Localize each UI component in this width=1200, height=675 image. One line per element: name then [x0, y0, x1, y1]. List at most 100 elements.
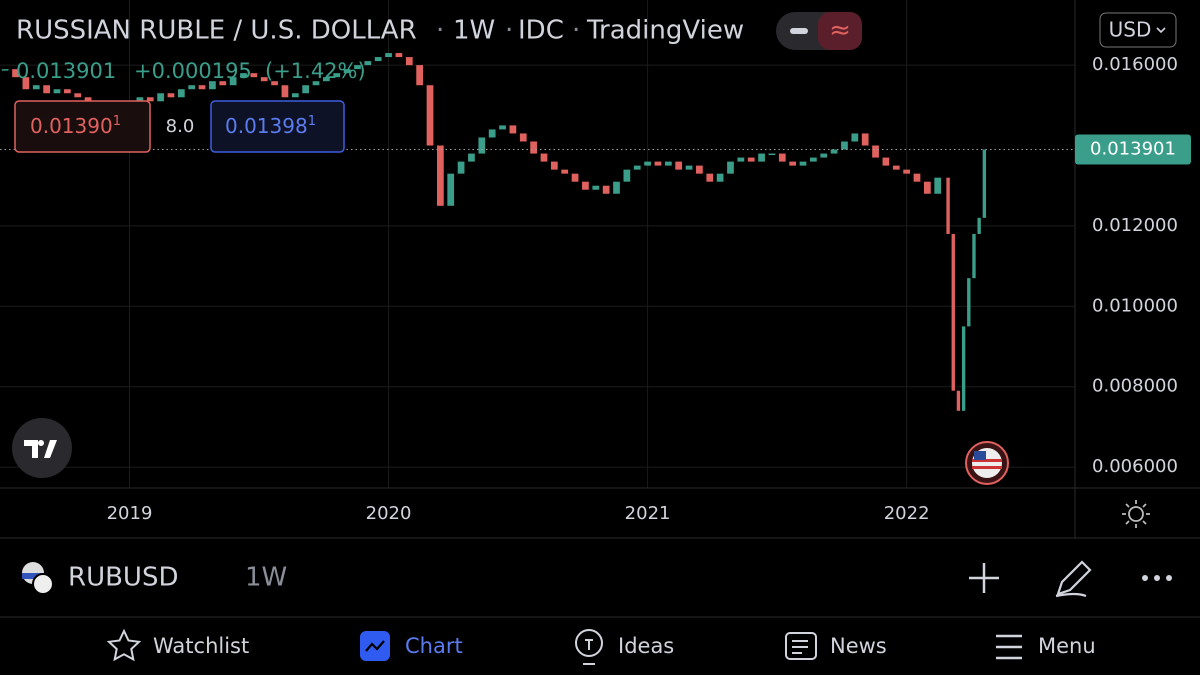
flag-stripe — [972, 466, 1002, 469]
close-value: 0.013901 — [16, 59, 116, 83]
flag-canton — [974, 451, 986, 460]
candle — [188, 85, 196, 90]
nav-item[interactable]: News — [830, 634, 887, 658]
candle — [977, 217, 981, 234]
candle — [343, 69, 351, 74]
toggle-active — [818, 12, 862, 50]
watchlist-icon — [106, 628, 142, 662]
candle — [633, 165, 641, 170]
candle — [302, 85, 310, 94]
candle — [923, 181, 931, 194]
y-tick-label: 0.012000 — [1092, 215, 1178, 236]
ru-flag-stripe — [22, 573, 44, 579]
candle — [602, 185, 610, 194]
candle — [644, 161, 651, 166]
candle — [291, 93, 299, 98]
y-tick-label: 0.016000 — [1092, 54, 1178, 75]
nav-item[interactable]: Chart — [405, 634, 463, 658]
candle — [260, 77, 268, 82]
candle — [323, 77, 330, 82]
ideas-icon-detail — [583, 639, 595, 665]
candle — [43, 85, 50, 94]
candle — [426, 85, 434, 146]
candle — [530, 141, 537, 154]
candle — [727, 161, 734, 174]
candle — [240, 73, 247, 78]
candle — [395, 53, 403, 58]
candle — [934, 177, 942, 194]
candle — [405, 57, 413, 66]
candle — [250, 73, 258, 78]
us-flag — [32, 573, 54, 595]
sell-box — [14, 100, 151, 153]
change: +0.000195 — [134, 59, 252, 83]
currency-select[interactable]: USD — [1099, 12, 1177, 48]
candle — [778, 153, 786, 162]
change-percent: (+1.42%) — [265, 59, 366, 83]
chart-icon-line — [365, 640, 385, 652]
sell-price: 0.013901 — [30, 114, 121, 138]
candle — [84, 97, 92, 102]
interval[interactable]: 1W — [245, 563, 287, 593]
candle — [961, 326, 966, 411]
currency: USD — [1109, 18, 1152, 42]
separator: · — [572, 16, 580, 46]
candle — [550, 161, 558, 170]
candle — [457, 161, 465, 174]
dot — [1142, 575, 1148, 581]
candle — [982, 149, 987, 218]
more-icon[interactable] — [1142, 575, 1172, 581]
candle — [946, 177, 950, 234]
candle — [447, 173, 455, 206]
candle — [53, 89, 61, 94]
candle — [956, 390, 961, 411]
nav-item[interactable]: Menu — [1038, 634, 1096, 658]
settings-icon[interactable] — [1122, 500, 1150, 528]
buy-button[interactable]: 0.013981 — [210, 100, 345, 153]
candle — [385, 53, 392, 58]
candle — [747, 157, 755, 162]
sell-button[interactable]: 0.013901 — [14, 100, 151, 153]
add-icon[interactable] — [969, 563, 999, 593]
separator: · — [505, 16, 513, 46]
separator: · — [436, 16, 444, 46]
nav-item[interactable]: Watchlist — [153, 634, 249, 658]
candle — [706, 173, 714, 182]
buy-box — [210, 100, 345, 153]
y-tick-label: 0.010000 — [1092, 295, 1178, 316]
event-flag[interactable] — [965, 441, 1009, 485]
candle — [478, 137, 486, 154]
symbol[interactable]: RUBUSD — [68, 563, 179, 593]
candle — [820, 153, 828, 158]
candle — [22, 77, 30, 90]
news-icon — [785, 632, 817, 660]
source: IDC — [518, 16, 564, 46]
nav-item[interactable]: Ideas — [618, 634, 674, 658]
chart-style-toggle[interactable]: ≈ — [776, 12, 862, 50]
draw-icon[interactable] — [1055, 560, 1092, 598]
candle — [468, 153, 475, 162]
candle — [592, 185, 600, 190]
candle — [374, 57, 382, 62]
candle — [623, 169, 631, 182]
candle — [716, 173, 724, 182]
candle — [654, 161, 662, 166]
news-icon-lines — [792, 640, 808, 654]
candle — [12, 69, 19, 78]
candle — [571, 173, 579, 182]
dot — [1154, 575, 1160, 581]
candle — [436, 145, 444, 206]
price-superscript: 1 — [308, 114, 316, 129]
candle — [892, 165, 900, 170]
chevron — [1156, 27, 1166, 34]
candle — [861, 133, 869, 146]
brand: TradingView — [586, 16, 744, 46]
tv-logo-mark — [24, 440, 57, 458]
candle — [810, 157, 817, 162]
toggle-icon — [790, 28, 808, 34]
candle — [882, 157, 890, 166]
candle — [219, 81, 227, 86]
candle — [488, 129, 496, 138]
last-price-tag — [1075, 134, 1191, 165]
